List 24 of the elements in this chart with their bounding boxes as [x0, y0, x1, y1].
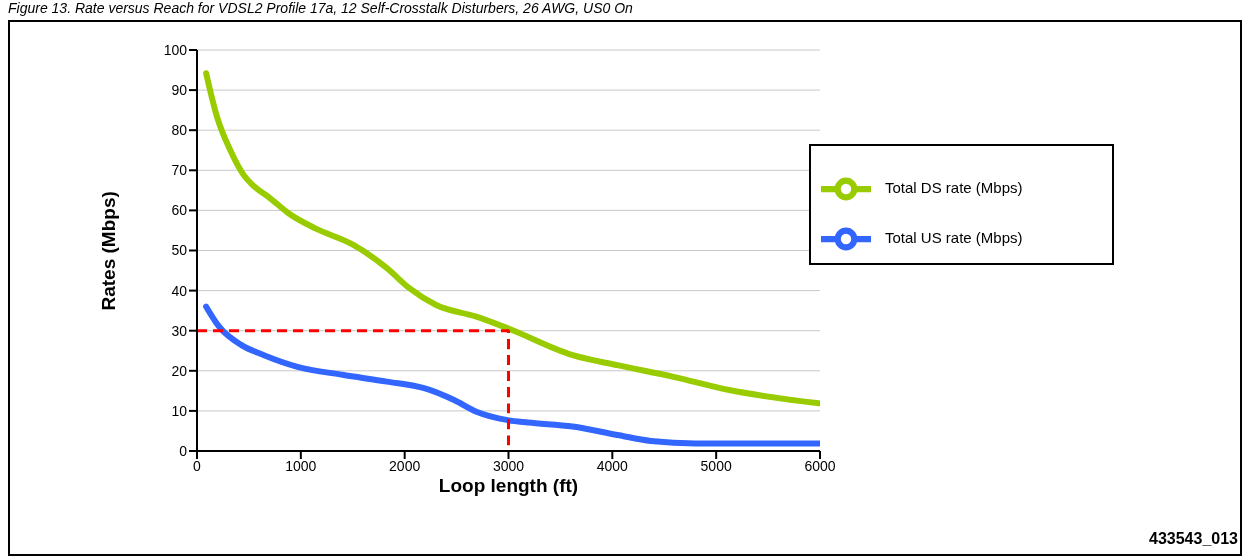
x-tick-label: 6000 — [804, 457, 836, 474]
y-tick-label: 20 — [171, 362, 188, 379]
y-tick-label: 10 — [171, 402, 188, 419]
y-tick-label: 30 — [171, 322, 188, 339]
x-axis-title: Loop length (ft) — [438, 475, 579, 497]
y-axis-title: Rates (Mbps) — [97, 191, 119, 311]
y-tick-label: 100 — [163, 41, 188, 58]
chart-title: Figure 13. Rate versus Reach for VDSL2 Profile 17a, 12 Self-Crosstalk Disturbers, 26 AWG, US0 On — [8, 0, 633, 16]
y-tick-label: 50 — [171, 242, 188, 259]
x-tick-label: 2000 — [389, 457, 421, 474]
y-tick-label: 0 — [179, 442, 188, 459]
y-tick-label: 80 — [171, 122, 188, 139]
x-tick-label: 0 — [193, 457, 202, 474]
legend-label: Total US rate (Mbps) — [885, 229, 1023, 247]
legend-label: Total DS rate (Mbps) — [885, 179, 1023, 197]
x-tick-label: 1000 — [285, 457, 317, 474]
y-tick-label: 60 — [171, 202, 188, 219]
y-tick-label: 90 — [171, 82, 188, 99]
x-tick-label: 5000 — [700, 457, 732, 474]
text: 433543_013 — [1149, 530, 1238, 548]
x-tick-label: 3000 — [492, 457, 525, 474]
x-tick-label: 4000 — [596, 457, 629, 474]
y-tick-label: 70 — [171, 162, 188, 179]
y-tick-label: 40 — [171, 282, 188, 299]
